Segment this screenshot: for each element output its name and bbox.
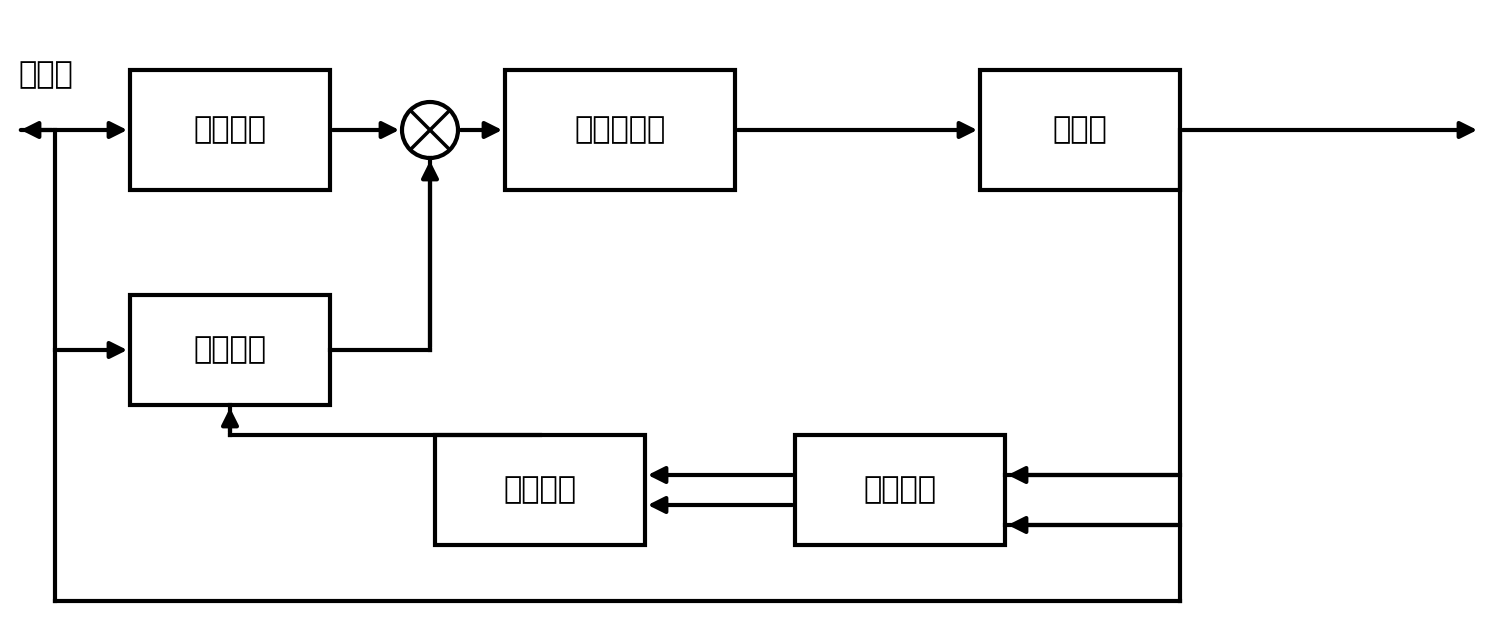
Text: 参考轨迹: 参考轨迹 [193,116,266,144]
Text: 模型校正: 模型校正 [863,476,937,504]
Bar [131,70,330,190]
Bar [794,435,1005,545]
Text: 预测模型: 预测模型 [503,476,576,504]
Text: 模糊控制器: 模糊控制器 [575,116,665,144]
Bar [131,295,330,405]
Circle shape [402,102,457,158]
Text: 设定值: 设定值 [18,60,73,89]
Text: 反馈校正: 反馈校正 [193,336,266,364]
Bar [980,70,1181,190]
Text: 发酵罐: 发酵罐 [1053,116,1108,144]
Bar [435,435,644,545]
Bar [505,70,735,190]
